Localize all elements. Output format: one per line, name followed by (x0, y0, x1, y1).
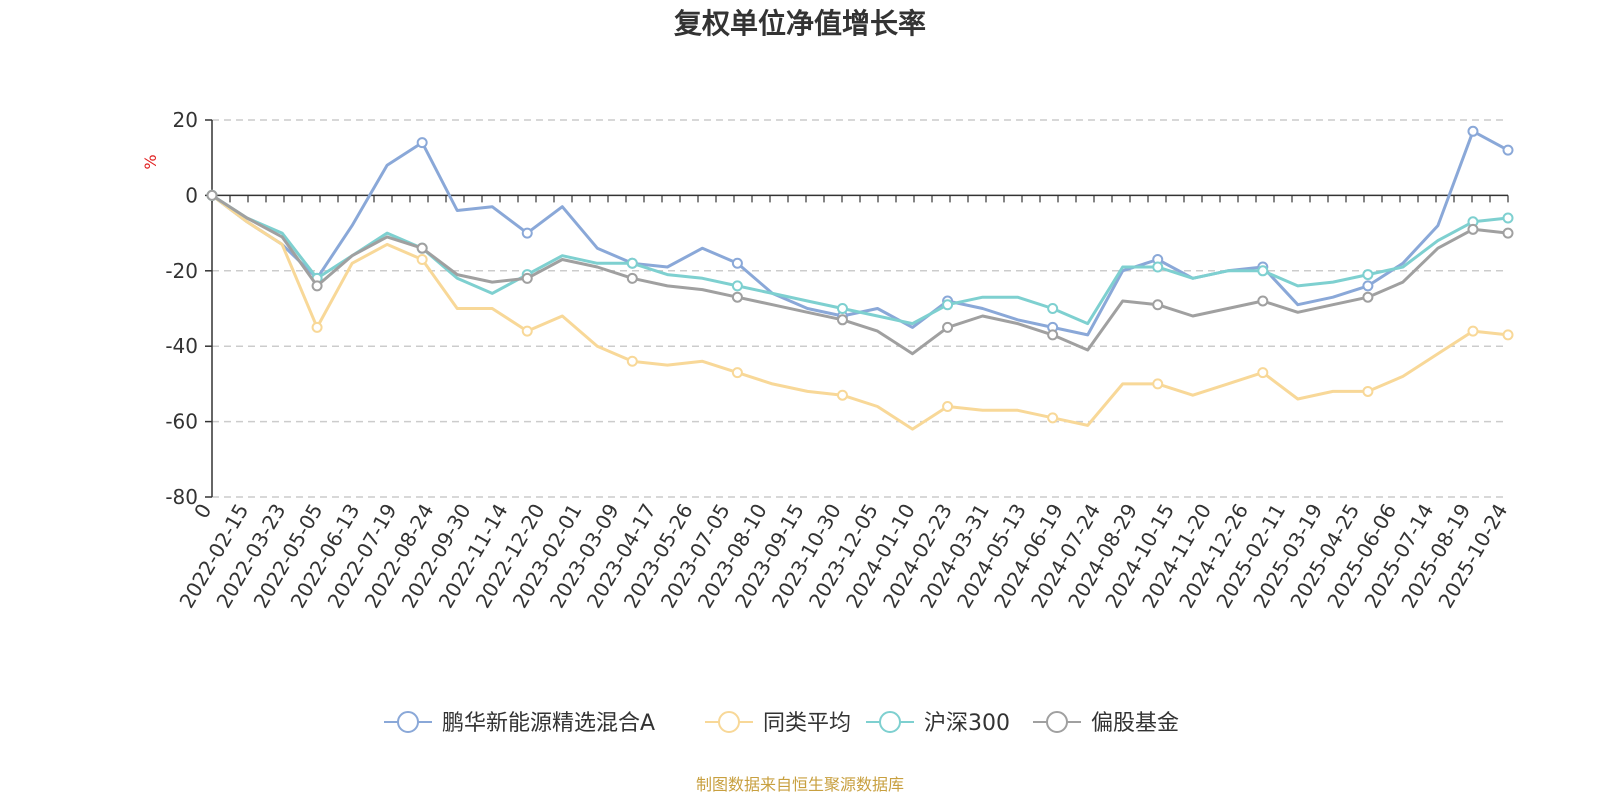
legend-swatch-marker (1046, 711, 1068, 733)
data-point (1502, 329, 1514, 341)
data-point (1362, 280, 1374, 292)
data-point (731, 257, 743, 269)
data-point (626, 272, 638, 284)
data-point (731, 280, 743, 292)
data-point (1362, 269, 1374, 281)
data-point (836, 303, 848, 314)
legend-item-0[interactable]: 鹏华新能源精选混合A (384, 711, 655, 736)
data-point (521, 272, 533, 284)
data-point (1152, 299, 1164, 311)
data-point (521, 325, 533, 337)
data-point (626, 355, 638, 367)
data-point (626, 257, 638, 269)
series-1 (206, 189, 1514, 431)
data-point (206, 189, 218, 201)
legend-item-1[interactable]: 同类平均 (705, 711, 851, 736)
axes: 200-20-40-60-8002022-02-152022-03-232022… (165, 108, 1512, 612)
legend-item-3[interactable]: 偏股基金 (1033, 711, 1179, 736)
series-line (211, 194, 1509, 356)
data-point (1257, 265, 1269, 277)
legend-swatch-marker (397, 711, 419, 733)
data-point (1467, 223, 1479, 235)
data-point (1047, 412, 1059, 424)
data-point (1257, 295, 1269, 307)
data-point (731, 291, 743, 303)
data-point (836, 389, 848, 401)
series-line (211, 194, 1509, 431)
legend-item-2[interactable]: 沪深300 (866, 711, 1010, 736)
legend-label: 沪深300 (924, 711, 1010, 736)
data-point (942, 299, 954, 311)
series-lines (206, 125, 1514, 431)
legend-label: 偏股基金 (1091, 711, 1179, 736)
y-axis-unit: % (141, 154, 160, 169)
data-point (416, 137, 428, 149)
data-point (1152, 261, 1164, 273)
grid-lines (212, 119, 1508, 498)
chart-title: 复权单位净值增长率 (674, 7, 926, 40)
data-point (1502, 212, 1514, 224)
legend-label: 同类平均 (763, 711, 851, 736)
legend-swatch-marker (879, 711, 901, 733)
data-point (1502, 144, 1514, 156)
data-point (416, 253, 428, 265)
data-point (942, 321, 954, 333)
data-point (1047, 329, 1059, 341)
series-0 (206, 125, 1514, 337)
data-point (1362, 291, 1374, 303)
data-point (1467, 125, 1479, 137)
data-point (311, 321, 323, 333)
data-point (416, 242, 428, 254)
data-point (731, 367, 743, 379)
legend-swatch-marker (718, 711, 740, 733)
data-point (1257, 367, 1269, 379)
y-tick-label: -80 (165, 485, 198, 509)
data-point (942, 401, 954, 413)
data-point (1047, 303, 1059, 314)
data-point (1152, 378, 1164, 390)
y-tick-label: 0 (185, 183, 198, 207)
source-note: 制图数据来自恒生聚源数据库 (696, 775, 904, 794)
data-point (311, 280, 323, 292)
data-point (1362, 385, 1374, 397)
data-point (521, 227, 533, 239)
y-tick-label: -40 (165, 334, 198, 358)
series-3 (206, 189, 1514, 356)
series-2 (206, 189, 1514, 326)
y-tick-label: 20 (173, 108, 198, 132)
data-point (1467, 325, 1479, 337)
data-point (836, 314, 848, 326)
x-tick-label: 0 (189, 500, 216, 523)
legend: 鹏华新能源精选混合A 同类平均 沪深300 偏股基金 (384, 711, 1179, 736)
series-line (211, 129, 1509, 337)
y-tick-label: -60 (165, 410, 198, 434)
series-line (211, 194, 1509, 326)
data-point (1502, 227, 1514, 239)
legend-label: 鹏华新能源精选混合A (442, 711, 655, 736)
y-tick-label: -20 (165, 259, 198, 283)
